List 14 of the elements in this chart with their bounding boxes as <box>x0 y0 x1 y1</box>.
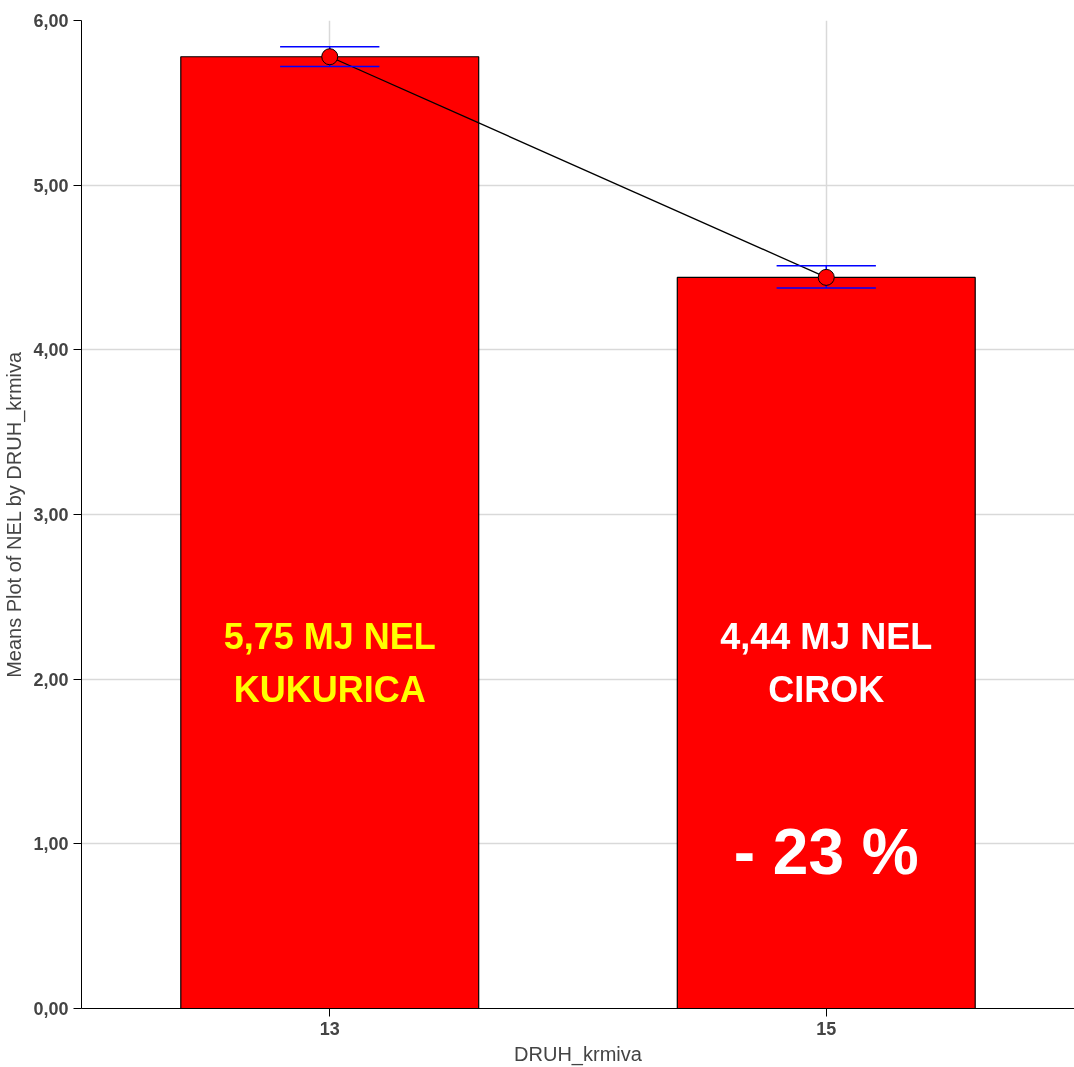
annotation: 5,75 MJ NEL KUKURICA <box>223 615 436 710</box>
x-tick-label: 13 <box>319 1018 340 1039</box>
annotation: 4,44 MJ NEL CIROK <box>720 615 933 710</box>
y-axis-title: Means Plot of NEL by DRUH_krmiva <box>3 350 27 678</box>
x-tick-label: 15 <box>816 1018 837 1039</box>
y-tick-label: 1,00 <box>33 834 69 855</box>
y-tick-label: 3,00 <box>33 505 69 525</box>
y-tick-label: 2,00 <box>33 669 69 690</box>
y-tick-label: 6,00 <box>33 11 69 31</box>
annotation: - 23 % <box>733 816 919 889</box>
y-tick-label: 5,00 <box>33 175 69 196</box>
y-tick-label: 4,00 <box>33 340 69 361</box>
y-tick-label: 0,00 <box>33 999 69 1019</box>
x-axis-title: DRUH_krmiva <box>514 1042 643 1066</box>
